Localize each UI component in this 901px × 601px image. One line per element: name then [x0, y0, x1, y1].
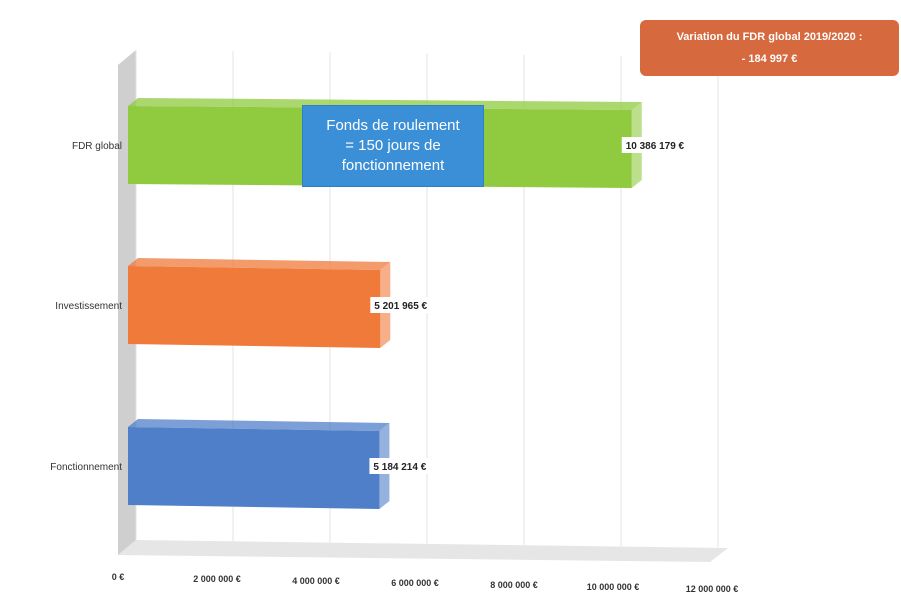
category-label: Investissement — [55, 301, 122, 312]
x-tick-label: 0 € — [112, 572, 125, 582]
value-label-bg — [369, 458, 450, 474]
bar-top — [128, 258, 391, 270]
bar — [128, 427, 380, 509]
value-label: 5 184 214 € — [373, 462, 426, 473]
bar — [128, 266, 381, 348]
x-tick-label: 8 000 000 € — [490, 580, 538, 590]
value-label-bg — [370, 297, 451, 313]
value-label: 10 386 179 € — [626, 141, 685, 152]
variation-badge: Variation du FDR global 2019/2020 : - 18… — [640, 20, 899, 76]
x-tick-label: 4 000 000 € — [292, 576, 340, 586]
value-label-bg — [621, 137, 702, 153]
variation-value: - 184 997 € — [741, 53, 798, 65]
variation-title: Variation du FDR global 2019/2020 : — [676, 31, 863, 43]
bar-top — [128, 419, 390, 431]
x-tick-label: 2 000 000 € — [193, 574, 241, 584]
x-tick-label: 12 000 000 € — [686, 584, 739, 594]
x-tick-label: 10 000 000 € — [587, 582, 640, 592]
working-capital-callout: Fonds de roulement = 150 jours de foncti… — [302, 105, 484, 187]
callout-text: Fonds de roulement = 150 jours de foncti… — [326, 117, 460, 174]
bar-top — [128, 98, 642, 110]
category-label: FDR global — [72, 141, 122, 152]
category-label: Fonctionnement — [50, 462, 122, 473]
x-tick-label: 6 000 000 € — [391, 578, 439, 588]
value-label: 5 201 965 € — [374, 301, 427, 312]
floor — [118, 540, 728, 562]
